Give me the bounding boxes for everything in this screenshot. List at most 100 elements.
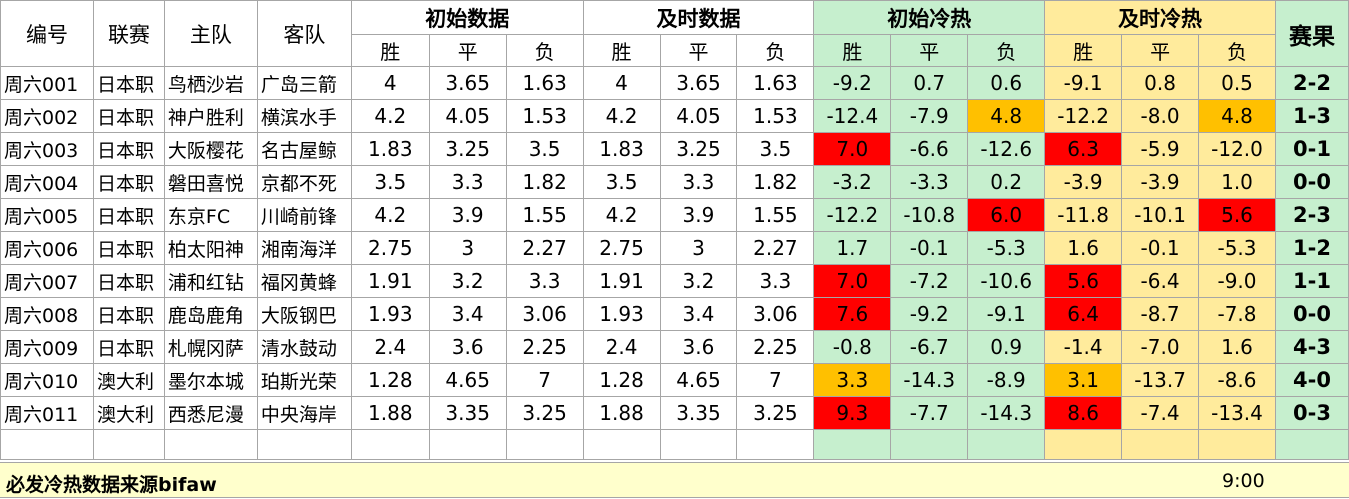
result-cell[interactable]: 1-1 — [1274, 264, 1349, 298]
home-team-cell[interactable]: 墨尔本城 — [163, 363, 258, 397]
live-heat-win-cell[interactable]: 5.6 — [1044, 264, 1123, 298]
live-heat-loss-cell[interactable]: -7.8 — [1198, 297, 1276, 331]
home-team-cell[interactable]: 大阪樱花 — [163, 132, 258, 166]
initial-odds-loss-cell[interactable]: 2.25 — [505, 330, 584, 364]
initial-heat-loss-cell[interactable]: 0.2 — [967, 165, 1046, 199]
live-odds-win-cell[interactable]: 3.5 — [582, 165, 661, 199]
initial-odds-draw-cell[interactable]: 3.2 — [428, 264, 507, 298]
live-odds-win-cell[interactable]: 4.2 — [582, 99, 661, 133]
home-team-cell[interactable]: 浦和红钻 — [163, 264, 258, 298]
initial-heat-loss-cell[interactable]: 0.9 — [967, 330, 1046, 364]
live-odds-loss-cell[interactable]: 3.5 — [736, 132, 815, 166]
live-heat-draw-cell[interactable]: 0.8 — [1121, 66, 1200, 100]
live-heat-loss-cell[interactable]: -5.3 — [1198, 231, 1276, 265]
live-odds-draw-cell[interactable]: 4.65 — [659, 363, 738, 397]
league-cell[interactable]: 日本职 — [92, 231, 165, 265]
live-odds-draw-cell[interactable]: 3.2 — [659, 264, 738, 298]
away-team-cell[interactable]: 川崎前锋 — [256, 198, 352, 232]
initial-heat-win-cell[interactable]: -0.8 — [813, 330, 892, 364]
live-heat-draw-cell[interactable]: -8.7 — [1121, 297, 1200, 331]
initial-heat-draw-cell[interactable]: -9.2 — [890, 297, 969, 331]
live-heat-loss-cell[interactable]: 4.8 — [1198, 99, 1276, 133]
initial-odds-draw-cell[interactable]: 4.05 — [428, 99, 507, 133]
initial-heat-draw-cell[interactable]: -3.3 — [890, 165, 969, 199]
header-initial-heat-loss[interactable]: 负 — [967, 34, 1046, 67]
live-odds-win-cell[interactable]: 1.28 — [582, 363, 661, 397]
live-heat-win-cell[interactable]: -9.1 — [1044, 66, 1123, 100]
away-team-cell[interactable]: 中央海岸 — [256, 396, 352, 430]
live-heat-draw-cell[interactable]: -8.0 — [1121, 99, 1200, 133]
initial-heat-loss-cell[interactable]: -12.6 — [967, 132, 1046, 166]
live-odds-draw-cell[interactable]: 3 — [659, 231, 738, 265]
empty-cell[interactable] — [1044, 429, 1123, 460]
away-team-cell[interactable]: 大阪钢巴 — [256, 297, 352, 331]
empty-cell[interactable] — [163, 429, 258, 460]
away-team-cell[interactable]: 名古屋鲸 — [256, 132, 352, 166]
home-team-cell[interactable]: 柏太阳神 — [163, 231, 258, 265]
live-odds-win-cell[interactable]: 1.91 — [582, 264, 661, 298]
live-heat-draw-cell[interactable]: -3.9 — [1121, 165, 1200, 199]
initial-heat-loss-cell[interactable]: 6.0 — [967, 198, 1046, 232]
initial-odds-draw-cell[interactable]: 3.25 — [428, 132, 507, 166]
live-heat-draw-cell[interactable]: -13.7 — [1121, 363, 1200, 397]
match-id-cell[interactable]: 周六003 — [0, 132, 94, 166]
result-cell[interactable]: 0-0 — [1274, 165, 1349, 199]
header-initial-odds-win[interactable]: 胜 — [350, 34, 430, 67]
footer-source-note[interactable]: 必发冷热数据来源bifaw — [6, 474, 217, 496]
result-cell[interactable]: 0-0 — [1274, 297, 1349, 331]
away-team-cell[interactable]: 横滨水手 — [256, 99, 352, 133]
match-id-cell[interactable]: 周六009 — [0, 330, 94, 364]
empty-cell[interactable] — [582, 429, 661, 460]
initial-odds-draw-cell[interactable]: 3.6 — [428, 330, 507, 364]
empty-cell[interactable] — [428, 429, 507, 460]
live-heat-win-cell[interactable]: 8.6 — [1044, 396, 1123, 430]
empty-cell[interactable] — [967, 429, 1046, 460]
league-cell[interactable]: 日本职 — [92, 198, 165, 232]
live-odds-loss-cell[interactable]: 1.82 — [736, 165, 815, 199]
initial-heat-draw-cell[interactable]: -6.6 — [890, 132, 969, 166]
match-id-cell[interactable]: 周六010 — [0, 363, 94, 397]
initial-odds-loss-cell[interactable]: 3.25 — [505, 396, 584, 430]
home-team-cell[interactable]: 磐田喜悦 — [163, 165, 258, 199]
header-live-heat-loss[interactable]: 负 — [1198, 34, 1276, 67]
initial-odds-loss-cell[interactable]: 3.06 — [505, 297, 584, 331]
empty-cell[interactable] — [505, 429, 584, 460]
live-odds-loss-cell[interactable]: 2.27 — [736, 231, 815, 265]
header-live-heat[interactable]: 及时冷热 — [1044, 0, 1276, 35]
home-team-cell[interactable]: 鹿岛鹿角 — [163, 297, 258, 331]
home-team-cell[interactable]: 鸟栖沙岩 — [163, 66, 258, 100]
league-cell[interactable]: 澳大利 — [92, 396, 165, 430]
initial-heat-draw-cell[interactable]: -7.7 — [890, 396, 969, 430]
initial-odds-win-cell[interactable]: 1.88 — [350, 396, 430, 430]
initial-heat-draw-cell[interactable]: -7.2 — [890, 264, 969, 298]
initial-odds-win-cell[interactable]: 1.91 — [350, 264, 430, 298]
initial-heat-win-cell[interactable]: -12.4 — [813, 99, 892, 133]
initial-odds-win-cell[interactable]: 3.5 — [350, 165, 430, 199]
initial-odds-loss-cell[interactable]: 3.5 — [505, 132, 584, 166]
result-cell[interactable]: 1-2 — [1274, 231, 1349, 265]
home-team-cell[interactable]: 神户胜利 — [163, 99, 258, 133]
initial-heat-loss-cell[interactable]: 4.8 — [967, 99, 1046, 133]
league-cell[interactable]: 日本职 — [92, 66, 165, 100]
match-id-cell[interactable]: 周六001 — [0, 66, 94, 100]
empty-cell[interactable] — [1198, 429, 1276, 460]
initial-heat-loss-cell[interactable]: -5.3 — [967, 231, 1046, 265]
away-team-cell[interactable]: 广岛三箭 — [256, 66, 352, 100]
header-result[interactable]: 赛果 — [1274, 0, 1349, 67]
live-heat-loss-cell[interactable]: -8.6 — [1198, 363, 1276, 397]
header-initial-odds-loss[interactable]: 负 — [505, 34, 584, 67]
header-live-odds[interactable]: 及时数据 — [582, 0, 815, 35]
initial-odds-draw-cell[interactable]: 3.65 — [428, 66, 507, 100]
live-odds-draw-cell[interactable]: 3.9 — [659, 198, 738, 232]
result-cell[interactable]: 2-2 — [1274, 66, 1349, 100]
initial-heat-win-cell[interactable]: 7.0 — [813, 132, 892, 166]
initial-odds-loss-cell[interactable]: 1.53 — [505, 99, 584, 133]
live-heat-win-cell[interactable]: -11.8 — [1044, 198, 1123, 232]
initial-heat-win-cell[interactable]: 3.3 — [813, 363, 892, 397]
empty-cell[interactable] — [256, 429, 352, 460]
live-heat-loss-cell[interactable]: -12.0 — [1198, 132, 1276, 166]
header-id[interactable]: 编号 — [0, 0, 94, 67]
live-odds-draw-cell[interactable]: 3.4 — [659, 297, 738, 331]
empty-cell[interactable] — [92, 429, 165, 460]
away-team-cell[interactable]: 湘南海洋 — [256, 231, 352, 265]
